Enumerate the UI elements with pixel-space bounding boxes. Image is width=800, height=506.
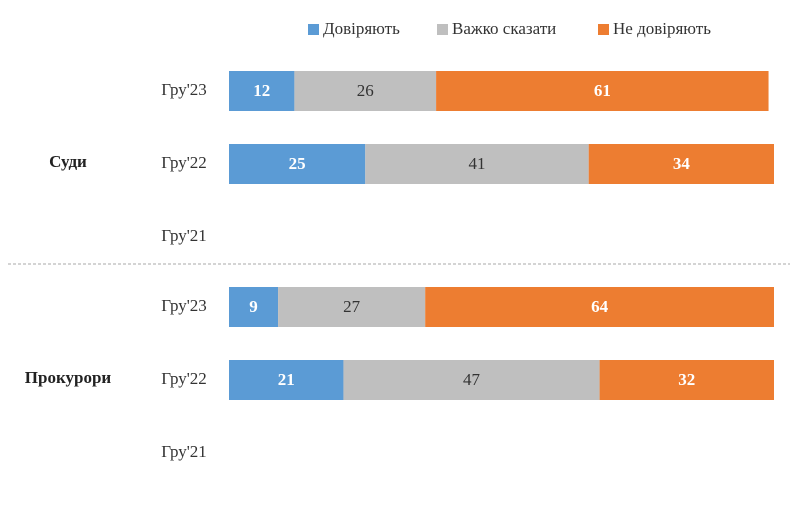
bar-segment — [294, 71, 437, 111]
value-label: 34 — [673, 154, 691, 173]
bar-segment — [436, 71, 769, 111]
category-label: Гру'23 — [161, 80, 207, 99]
value-label: 21 — [278, 370, 295, 389]
legend-swatch — [437, 24, 448, 35]
value-label: 27 — [343, 297, 361, 316]
category-label: Гру'22 — [161, 153, 207, 172]
value-label: 41 — [468, 154, 485, 173]
bar-segment — [229, 360, 344, 400]
value-label: 25 — [289, 154, 306, 173]
value-label: 9 — [249, 297, 258, 316]
category-label: Гру'21 — [161, 442, 207, 461]
bar-segment — [229, 71, 295, 111]
bar-segment — [343, 360, 600, 400]
bar-segment — [599, 360, 774, 400]
legend-swatch — [308, 24, 319, 35]
legend-label: Довіряють — [323, 19, 400, 38]
legend-label: Важко сказати — [452, 19, 556, 38]
value-label: 12 — [253, 81, 270, 100]
value-label: 61 — [594, 81, 611, 100]
value-label: 64 — [591, 297, 609, 316]
legend-swatch — [598, 24, 609, 35]
legend-label: Не довіряють — [613, 19, 711, 38]
group-label: Прокурори — [25, 368, 112, 387]
value-label: 32 — [678, 370, 695, 389]
group-label: Суди — [49, 152, 87, 171]
value-label: 26 — [357, 81, 374, 100]
category-label: Гру'23 — [161, 296, 207, 315]
category-label: Гру'21 — [161, 226, 207, 245]
bar-segment — [588, 144, 774, 184]
bar-segment — [365, 144, 589, 184]
bar-segment — [229, 144, 366, 184]
category-label: Гру'22 — [161, 369, 207, 388]
bar-segment — [425, 287, 774, 327]
bar-segment — [229, 287, 279, 327]
value-label: 47 — [463, 370, 481, 389]
bar-segment — [278, 287, 426, 327]
